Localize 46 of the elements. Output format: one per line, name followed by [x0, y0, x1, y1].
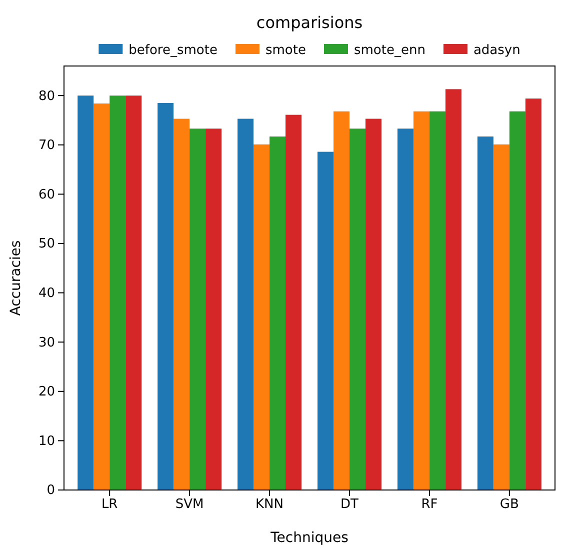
bar — [509, 111, 526, 490]
y-tick-label: 80 — [38, 88, 55, 104]
bar — [238, 118, 254, 490]
y-tick-label: 10 — [38, 434, 55, 449]
bar — [286, 114, 302, 490]
bar — [525, 98, 542, 490]
y-tick-label: 40 — [38, 286, 55, 301]
bar — [110, 96, 126, 490]
x-tick-label: KNN — [256, 497, 284, 512]
x-tick-label: SVM — [175, 497, 204, 512]
x-tick-label: GB — [500, 497, 519, 512]
bar — [365, 118, 382, 490]
legend-label: before_smote — [128, 43, 218, 58]
bar — [333, 111, 350, 490]
y-tick-label: 50 — [38, 236, 55, 252]
y-axis-title: Accuracies — [8, 240, 24, 316]
bar — [397, 128, 414, 490]
bar — [270, 136, 286, 490]
x-axis-title: Techniques — [270, 530, 348, 546]
bar — [174, 118, 190, 490]
bar — [158, 102, 174, 490]
x-tick-label: LR — [101, 497, 118, 512]
bar — [94, 103, 110, 490]
y-tick-label: 60 — [38, 187, 55, 202]
x-tick-label: DT — [340, 497, 359, 512]
y-tick-label: 0 — [46, 483, 55, 498]
bar — [429, 111, 446, 490]
x-tick-label: RF — [421, 497, 438, 512]
bar — [477, 136, 494, 490]
legend-label: adasyn — [473, 43, 520, 58]
bar — [78, 96, 94, 490]
legend-label: smote_enn — [354, 43, 426, 58]
bar — [413, 111, 430, 490]
bar — [493, 144, 510, 490]
bar — [206, 128, 222, 490]
chart-title: comparisions — [256, 13, 363, 32]
bar — [445, 89, 462, 490]
y-tick-label: 30 — [38, 335, 55, 350]
y-tick-label: 20 — [38, 384, 55, 400]
bar — [349, 128, 366, 490]
bar — [254, 144, 270, 490]
y-tick-label: 70 — [38, 138, 55, 154]
legend-label: smote — [265, 43, 306, 58]
bar — [126, 96, 142, 490]
bar — [190, 128, 206, 490]
bar — [317, 152, 334, 490]
